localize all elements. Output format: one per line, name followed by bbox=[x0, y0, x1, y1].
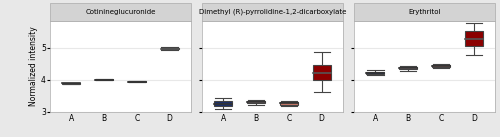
Bar bbox=[214, 101, 232, 106]
Bar bbox=[366, 72, 384, 74]
Y-axis label: Normalized intensity: Normalized intensity bbox=[29, 27, 38, 106]
Bar bbox=[432, 65, 450, 67]
Bar bbox=[128, 81, 146, 82]
Bar bbox=[399, 67, 417, 69]
Bar bbox=[95, 79, 113, 80]
Text: Dimethyl (R)-pyrrolidine-1,2-dicarboxylate: Dimethyl (R)-pyrrolidine-1,2-dicarboxyla… bbox=[199, 8, 346, 15]
Text: Cotinineglucuronide: Cotinineglucuronide bbox=[85, 9, 156, 15]
Text: Erythritol: Erythritol bbox=[408, 9, 441, 15]
Bar bbox=[160, 48, 178, 49]
Bar bbox=[247, 101, 265, 103]
Bar bbox=[464, 31, 482, 46]
Bar bbox=[312, 65, 330, 80]
Bar bbox=[62, 83, 80, 84]
Bar bbox=[280, 102, 298, 105]
